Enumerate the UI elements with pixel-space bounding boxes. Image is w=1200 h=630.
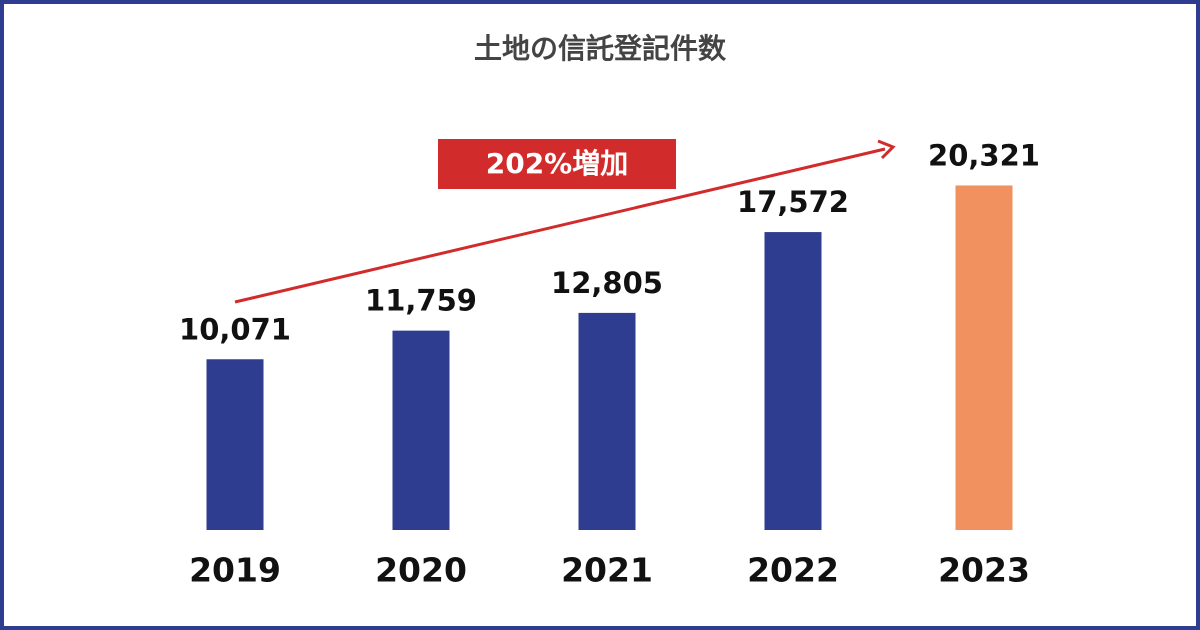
value-label: 12,805	[551, 266, 663, 300]
value-label: 17,572	[737, 185, 849, 219]
x-tick-label: 2022	[747, 551, 839, 590]
arrow-head	[877, 139, 896, 160]
annotation-box	[438, 139, 676, 189]
value-label: 11,759	[365, 284, 477, 318]
x-tick-label: 2019	[189, 551, 281, 590]
trend-arrow	[234, 147, 886, 304]
x-tick-label: 2021	[561, 551, 653, 590]
bar	[206, 359, 264, 530]
value-label: 20,321	[928, 138, 1040, 172]
x-tick-label: 2020	[375, 551, 467, 590]
bar	[764, 232, 822, 531]
value-label: 10,071	[179, 312, 291, 346]
chart-title: 土地の信託登記件数	[474, 32, 727, 65]
annotation: 202%増加	[486, 147, 629, 180]
bar	[578, 312, 636, 530]
bar	[955, 185, 1013, 530]
bar	[392, 330, 450, 530]
x-tick-label: 2023	[938, 551, 1030, 590]
